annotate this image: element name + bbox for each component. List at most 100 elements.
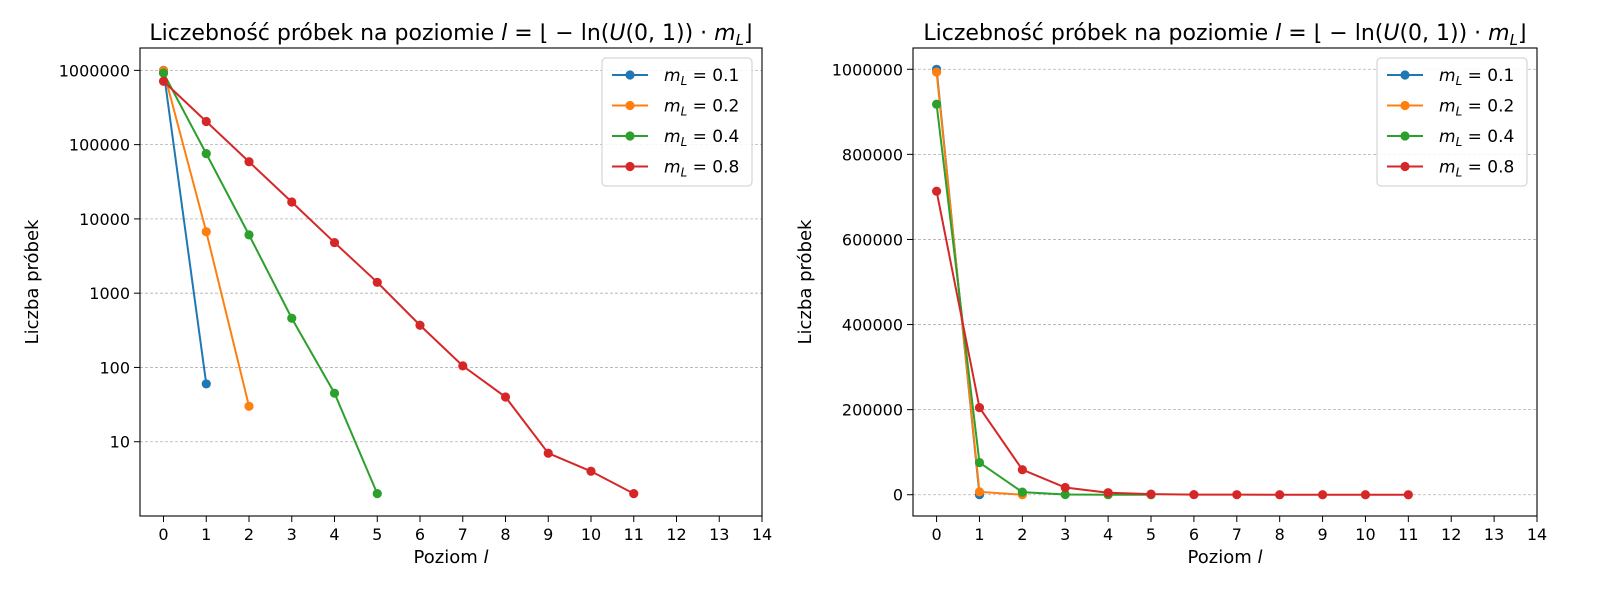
y-tick-label-2: 400000 [842, 316, 903, 335]
legend: mL = 0.1 mL = 0.2 mL = 0.4 mL = 0.8 [1376, 57, 1528, 187]
series-1-point-0 [931, 67, 942, 77]
y-tick-label-4: 800000 [842, 145, 903, 164]
y-axis-label: Liczba próbek [22, 219, 43, 344]
series-3-point-3 [1060, 482, 1070, 493]
legend-swatch-marker-3 [1400, 161, 1410, 172]
legend-label-2: mL = 0.4 [664, 127, 739, 149]
series-3-point-7 [458, 361, 468, 371]
x-tick-label-14: 14 [1527, 525, 1547, 544]
legend-swatch-marker-1 [625, 100, 635, 111]
x-tick-label-12: 12 [1441, 525, 1461, 544]
series-3-point-8 [500, 392, 511, 402]
legend-label-3: mL = 0.8 [664, 158, 739, 180]
x-tick-label-5: 5 [1146, 525, 1156, 544]
series-2-line [162, 72, 379, 495]
series-2-point-5 [372, 489, 382, 499]
y-tick-label-1: 100 [99, 358, 130, 377]
series-2-point-1 [974, 457, 985, 468]
series-0-point-1 [201, 379, 211, 389]
y-tick-label-3: 10000 [79, 210, 130, 229]
series-3-point-0 [158, 76, 169, 86]
x-tick-label-7: 7 [1232, 525, 1242, 544]
legend-swatch-marker-0 [1400, 70, 1410, 80]
gridlines [140, 69, 762, 443]
legend-box [601, 57, 753, 187]
series-2-point-0 [931, 99, 942, 109]
series-3-point-10 [586, 466, 596, 476]
x-tick-label-7: 7 [458, 525, 468, 544]
x-tick-label-6: 6 [415, 525, 425, 544]
series-3-point-9 [1317, 490, 1328, 500]
x-ticks: 0 1 2 3 4 5 6 7 8 9 10 11 12 13 14 [931, 516, 1547, 544]
series-3-point-5 [372, 277, 382, 287]
series-1-point-2 [244, 401, 254, 411]
y-tick-label-5: 1000000 [59, 61, 130, 80]
x-tick-label-13: 13 [709, 525, 729, 544]
legend-swatch-marker-0 [625, 70, 635, 80]
x-tick-label-12: 12 [666, 525, 686, 544]
y-ticks: 0 200000 400000 600000 800000 1000000 [832, 60, 913, 505]
series-2-point-0 [158, 68, 169, 78]
series-2-point-1 [201, 149, 211, 159]
legend-label-3: mL = 0.8 [1439, 158, 1514, 180]
series-2-point-3 [1060, 489, 1070, 500]
series-3-point-6 [1189, 489, 1199, 500]
y-tick-label-4: 100000 [69, 136, 130, 155]
y-tick-label-3: 600000 [842, 230, 903, 249]
legend-swatch-marker-1 [1400, 100, 1410, 111]
series-3-point-6 [415, 320, 425, 330]
x-tick-label-5: 5 [372, 525, 382, 544]
series-1-point-1 [974, 487, 985, 497]
y-ticks: 10 100 1000 10000 100000 1000000 [59, 61, 140, 452]
x-tick-label-2: 2 [1017, 525, 1027, 544]
legend-label-2: mL = 0.4 [1439, 127, 1514, 149]
plot-frame [912, 47, 1538, 517]
x-tick-label-3: 3 [287, 525, 297, 544]
series-1-line [935, 72, 1023, 496]
x-axis-label: Poziom l [414, 547, 489, 568]
legend-label-1: mL = 0.2 [664, 97, 739, 119]
x-tick-label-0: 0 [931, 525, 941, 544]
x-tick-label-0: 0 [158, 525, 168, 544]
series [931, 64, 1413, 500]
series-3-point-4 [1103, 488, 1113, 498]
series-3-point-11 [629, 489, 639, 499]
y-axis-label: Liczba próbek [795, 219, 816, 344]
legend: mL = 0.1 mL = 0.2 mL = 0.4 mL = 0.8 [601, 57, 753, 187]
series-3-point-0 [931, 186, 942, 196]
series-1-point-1 [201, 227, 211, 237]
series-3-point-2 [1017, 465, 1027, 475]
x-axis-label: Poziom l [1188, 547, 1263, 568]
series-3-point-1 [201, 116, 211, 127]
chart-1: 0 1 2 3 4 5 6 7 8 9 10 11 12 13 1410100100010000100000… [22, 21, 772, 568]
y-tick-label-5: 1000000 [832, 60, 903, 79]
legend-box [1376, 57, 1528, 187]
y-tick-label-2: 1000 [89, 284, 130, 303]
legend-label-1: mL = 0.2 [1439, 97, 1514, 119]
series-0-line [162, 70, 208, 385]
legend-swatch-marker-3 [625, 161, 635, 172]
series-3-point-8 [1275, 490, 1285, 500]
series-3-point-11 [1403, 490, 1413, 500]
legend-swatch-marker-2 [625, 131, 635, 141]
series-2-line [935, 104, 1152, 496]
series-3-point-10 [1360, 490, 1371, 500]
series-3-point-5 [1146, 489, 1156, 499]
x-tick-label-4: 4 [1103, 525, 1113, 544]
series-2-point-4 [329, 388, 340, 398]
x-tick-label-2: 2 [244, 525, 254, 544]
x-tick-label-3: 3 [1060, 525, 1070, 544]
series-2-point-2 [1017, 487, 1027, 497]
series-2-point-3 [287, 313, 297, 323]
series-3-point-2 [244, 157, 254, 167]
series [158, 65, 639, 499]
legend-swatch-marker-2 [1400, 131, 1410, 141]
x-tick-label-11: 11 [1398, 525, 1418, 544]
x-tick-label-14: 14 [752, 525, 772, 544]
x-tick-label-10: 10 [581, 525, 601, 544]
x-tick-label-8: 8 [1275, 525, 1285, 544]
series-3-line [935, 191, 1409, 496]
x-tick-label-13: 13 [1484, 525, 1504, 544]
legend-label-0: mL = 0.1 [1439, 66, 1514, 88]
